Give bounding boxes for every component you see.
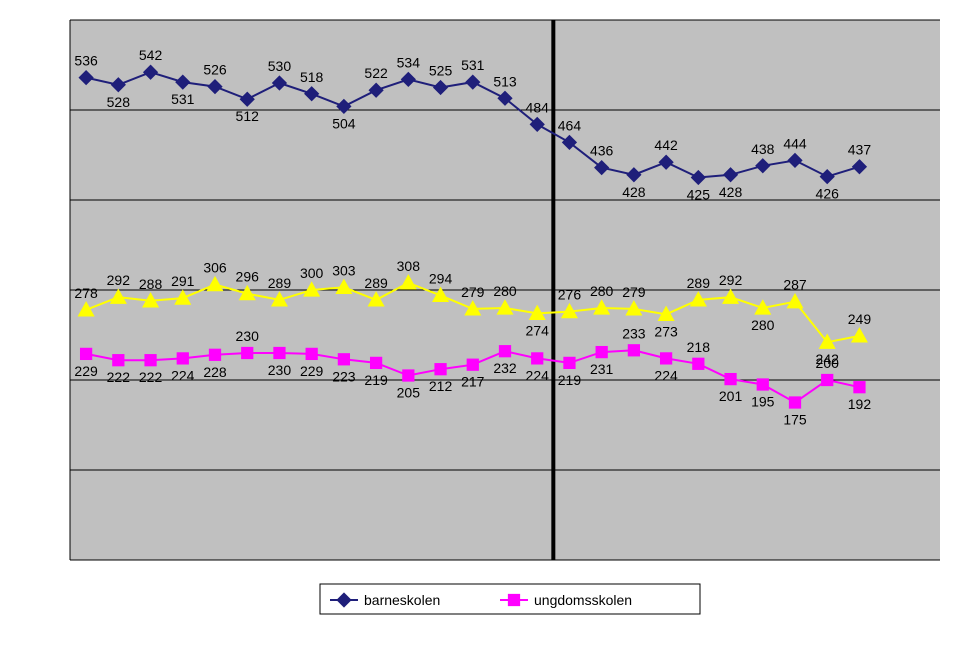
data-label: 428 xyxy=(622,184,646,200)
line-chart: 536 528 542 531 526 512 530 518 504 522 534 525 531 5… xyxy=(0,0,956,647)
data-label: 276 xyxy=(558,287,582,303)
data-label: 531 xyxy=(461,57,485,73)
data-label: 534 xyxy=(397,54,421,70)
data-label: 195 xyxy=(751,394,775,410)
data-label: 444 xyxy=(783,135,807,151)
data-label: 212 xyxy=(429,378,453,394)
data-label: 232 xyxy=(493,360,517,376)
data-label: 222 xyxy=(107,369,131,385)
data-label: 224 xyxy=(654,367,678,383)
data-label: 279 xyxy=(622,284,646,300)
data-label: 280 xyxy=(493,283,517,299)
data-label: 525 xyxy=(429,63,453,79)
data-label: 274 xyxy=(526,322,550,338)
data-label: 484 xyxy=(526,99,550,115)
data-label: 300 xyxy=(300,265,324,281)
data-label: 280 xyxy=(590,283,614,299)
data-label: 289 xyxy=(364,275,388,291)
data-label: 289 xyxy=(687,275,711,291)
data-label: 223 xyxy=(332,368,356,384)
data-label: 287 xyxy=(783,277,807,293)
data-label: 279 xyxy=(461,284,485,300)
data-label: 542 xyxy=(139,47,163,63)
data-label: 229 xyxy=(300,363,324,379)
data-label: 531 xyxy=(171,91,195,107)
data-label: 303 xyxy=(332,262,356,278)
data-label: 224 xyxy=(171,367,195,383)
data-label: 230 xyxy=(268,362,292,378)
data-label: 536 xyxy=(74,53,98,69)
data-label: 233 xyxy=(622,325,646,341)
data-label: 219 xyxy=(558,372,582,388)
data-label: 513 xyxy=(493,73,517,89)
data-label: 426 xyxy=(816,186,840,202)
data-label: 292 xyxy=(107,272,131,288)
data-label: 504 xyxy=(332,115,356,131)
data-label: 442 xyxy=(654,137,678,153)
data-label: 526 xyxy=(203,62,227,78)
legend-label: ungdomsskolen xyxy=(534,592,632,608)
data-label: 512 xyxy=(236,108,260,124)
data-label: 437 xyxy=(848,142,872,158)
data-label: 522 xyxy=(364,65,388,81)
data-label: 249 xyxy=(848,311,872,327)
data-label: 205 xyxy=(397,385,421,401)
data-label: 288 xyxy=(139,276,163,292)
data-label: 280 xyxy=(751,317,775,333)
data-label: 292 xyxy=(719,272,743,288)
data-label: 231 xyxy=(590,361,614,377)
legend-label: barneskolen xyxy=(364,592,440,608)
data-label: 291 xyxy=(171,273,195,289)
data-label: 201 xyxy=(719,388,743,404)
data-label: 289 xyxy=(268,275,292,291)
data-label: 273 xyxy=(654,323,678,339)
data-label: 192 xyxy=(848,396,872,412)
data-label: 175 xyxy=(783,412,807,428)
data-label: 296 xyxy=(236,269,260,285)
data-label: 438 xyxy=(751,141,775,157)
data-label: 308 xyxy=(397,258,421,274)
data-label: 229 xyxy=(74,363,98,379)
data-label: 200 xyxy=(816,355,840,371)
data-label: 294 xyxy=(429,270,453,286)
data-label: 436 xyxy=(590,143,614,159)
data-label: 218 xyxy=(687,339,711,355)
data-label: 518 xyxy=(300,69,324,85)
data-label: 425 xyxy=(687,187,711,203)
data-label: 230 xyxy=(236,328,260,344)
data-label: 530 xyxy=(268,58,292,74)
data-label: 219 xyxy=(364,372,388,388)
data-label: 222 xyxy=(139,369,163,385)
data-label: 528 xyxy=(107,94,131,110)
data-label: 217 xyxy=(461,374,485,390)
data-label: 228 xyxy=(203,364,227,380)
data-label: 306 xyxy=(203,260,227,276)
data-label: 224 xyxy=(526,367,550,383)
data-label: 428 xyxy=(719,184,743,200)
data-label: 278 xyxy=(74,285,98,301)
data-label: 464 xyxy=(558,117,582,133)
